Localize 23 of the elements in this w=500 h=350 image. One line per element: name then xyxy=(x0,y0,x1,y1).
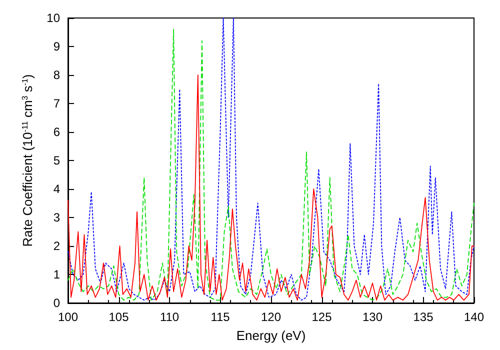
line-series xyxy=(68,74,474,301)
y-tick-label: 6 xyxy=(53,125,60,139)
y-tick-label: 1 xyxy=(53,268,60,282)
x-tick-label: 115 xyxy=(210,310,230,324)
x-tick-label: 110 xyxy=(160,310,180,324)
x-axis-title: Energy (eV) xyxy=(236,328,306,343)
x-tick-label: 125 xyxy=(312,310,332,324)
x-tick-label: 130 xyxy=(362,310,383,324)
y-axis-title: Rate Coefficient (10-11 cm3 s-1) xyxy=(20,74,35,247)
y-tick-label: 5 xyxy=(53,154,60,168)
y-tick-label: 9 xyxy=(53,40,60,54)
y-tick-label: 2 xyxy=(53,239,60,253)
y-tick-label: 10 xyxy=(46,11,60,25)
x-tick-label: 120 xyxy=(260,310,282,324)
y-tick-label: 7 xyxy=(53,96,60,110)
y-tick-label: 0 xyxy=(53,296,60,310)
x-tick-label: 100 xyxy=(58,310,78,324)
x-tick-label: 135 xyxy=(413,310,434,324)
x-tick-label: 140 xyxy=(464,310,484,324)
y-tick-label: 4 xyxy=(53,182,60,196)
y-tick-label: 8 xyxy=(53,68,60,82)
x-tick-label: 105 xyxy=(108,310,130,324)
y-tick-label: 3 xyxy=(53,210,60,224)
